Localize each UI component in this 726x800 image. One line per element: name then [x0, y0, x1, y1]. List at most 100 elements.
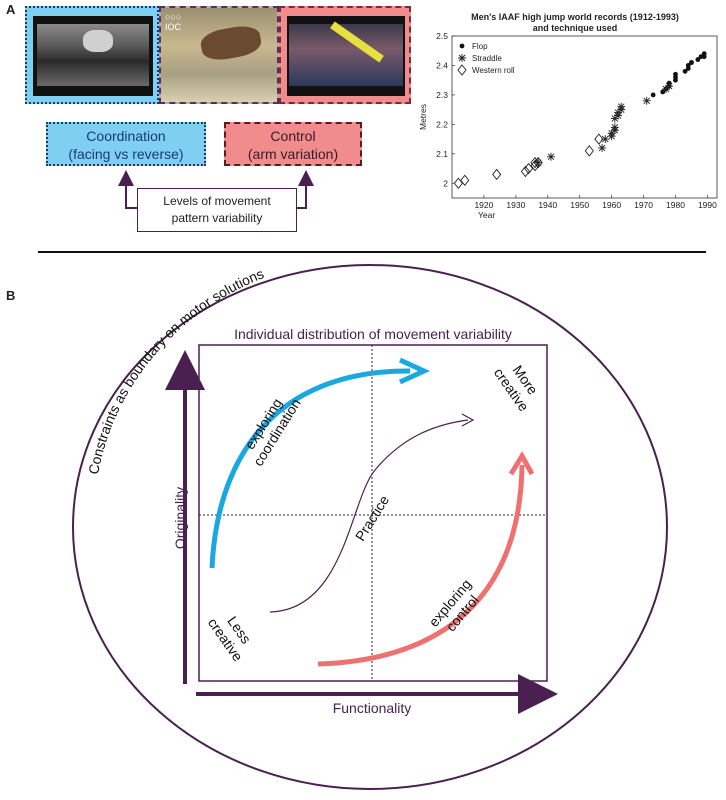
- ioc-logo: ○○○ IOC: [165, 12, 182, 32]
- straddle-point: [614, 108, 623, 117]
- straddle-point: [607, 129, 616, 138]
- legend-marker-flop: [459, 43, 465, 49]
- chart-title-line2: and technique used: [532, 23, 618, 33]
- western-roll-point: [460, 174, 470, 187]
- connector-to-control: [297, 170, 314, 209]
- practice-arrowhead: [461, 413, 475, 427]
- x-tick-label: 1980: [666, 200, 685, 210]
- flop-point: [701, 51, 707, 57]
- levels-label-line1: Levels of movement: [163, 194, 271, 208]
- flop-point: [701, 54, 707, 60]
- coordination-box: Coordination (facing vs reverse): [46, 122, 206, 166]
- panel-b-label: B: [6, 288, 16, 303]
- straddle-point: [665, 82, 674, 91]
- western-roll-point: [453, 177, 463, 189]
- coordination-label: Coordination: [86, 128, 166, 144]
- straddle-point: [610, 126, 619, 135]
- legend-label-flop: Flop: [472, 42, 488, 51]
- flop-point: [695, 57, 701, 62]
- y-tick-label: 2.1: [436, 149, 448, 159]
- flop-point: [660, 89, 666, 95]
- boundary-label: Constraints as boundary on motor solutio…: [85, 265, 266, 475]
- western-roll-point: [530, 156, 540, 169]
- y-tick-label: 2.3: [436, 90, 448, 100]
- western-roll-point: [533, 156, 543, 169]
- straddle-point: [617, 105, 626, 114]
- legend-label-straddle: Straddle: [472, 54, 502, 63]
- flop-point: [650, 92, 656, 98]
- flop-point: [698, 54, 704, 60]
- western-roll-point: [584, 145, 594, 157]
- straddle-point: [610, 114, 619, 123]
- flop-point: [663, 86, 669, 92]
- coordination-arrow: [209, 368, 411, 569]
- x-tick-label: 1930: [506, 200, 525, 210]
- y-tick-label: 2.2: [436, 119, 448, 129]
- control-arrowhead: [508, 451, 535, 476]
- x-tick-label: 1920: [474, 200, 493, 210]
- flop-point: [689, 60, 694, 65]
- western-roll-point: [594, 133, 604, 145]
- straddle-point: [607, 132, 616, 141]
- western-roll-point: [492, 168, 502, 181]
- levels-box: Levels of movement pattern variability: [137, 188, 297, 232]
- x-tick-label: 1940: [538, 200, 557, 210]
- straddle-point: [601, 135, 610, 144]
- practice-label: Practice: [351, 492, 393, 544]
- box-title: Individual distribution of movement vari…: [234, 326, 512, 342]
- control-sublabel: (arm variation): [247, 146, 339, 162]
- legend-label-western-roll: Western roll: [472, 66, 515, 75]
- control-arrow: [317, 464, 525, 667]
- straddle-point: [534, 158, 543, 167]
- photo-facing-jump: [25, 6, 159, 104]
- exploring-control-label: exploring control: [425, 575, 482, 635]
- x-tick-label: 1950: [570, 200, 589, 210]
- levels-label-line2: pattern variability: [171, 211, 263, 225]
- straddle-point: [598, 143, 607, 152]
- straddle-point: [617, 102, 626, 111]
- functionality-label: Functionality: [332, 700, 412, 716]
- chart-title: Men's IAAF high jump world records (1912…: [420, 12, 726, 34]
- flop-point: [689, 60, 694, 65]
- western-roll-point: [520, 165, 531, 178]
- x-tick-label: 1960: [602, 200, 621, 210]
- x-tick-label: 1970: [634, 200, 653, 210]
- originality-label: Originality: [172, 486, 188, 550]
- control-box: Control (arm variation): [224, 122, 362, 166]
- coordination-sublabel: (facing vs reverse): [68, 146, 184, 162]
- plot-frame: [451, 35, 718, 199]
- more-creative-label: More creative: [490, 362, 542, 415]
- olympic-rings-icon: ○○○: [165, 12, 182, 22]
- photo-strip: ○○○ IOC: [25, 6, 411, 104]
- y-tick-label: 2: [443, 178, 448, 188]
- straddle-point: [661, 85, 670, 94]
- western-roll-point: [530, 159, 540, 172]
- straddle-point: [546, 152, 555, 161]
- flop-point: [666, 83, 672, 89]
- legend-marker-straddle: [458, 54, 466, 62]
- exploring-coordination-label: exploring coordination: [241, 395, 304, 469]
- panel-a-label: A: [6, 2, 16, 17]
- straddle-point: [614, 111, 623, 120]
- y-tick-label: 2.4: [436, 60, 448, 70]
- flop-point: [673, 71, 678, 77]
- x-tick-label: 1990: [698, 200, 717, 210]
- flop-point: [682, 68, 688, 74]
- flop-point: [673, 77, 678, 83]
- coordination-arrowhead: [398, 357, 431, 385]
- flop-point: [685, 66, 691, 71]
- connector-to-coordination: [118, 170, 137, 209]
- straddle-point: [642, 96, 651, 105]
- flop-point: [685, 63, 691, 68]
- photo-flop-jump: [279, 6, 411, 104]
- less-creative-label: Less creative: [204, 613, 255, 665]
- control-label: Control: [270, 128, 316, 144]
- photo-straddle-jump: ○○○ IOC: [159, 6, 279, 104]
- flop-point: [673, 74, 678, 80]
- western-roll-point: [524, 162, 534, 175]
- chart-title-line1: Men's IAAF high jump world records (1912…: [471, 12, 679, 22]
- x-axis-label: Year: [478, 210, 495, 220]
